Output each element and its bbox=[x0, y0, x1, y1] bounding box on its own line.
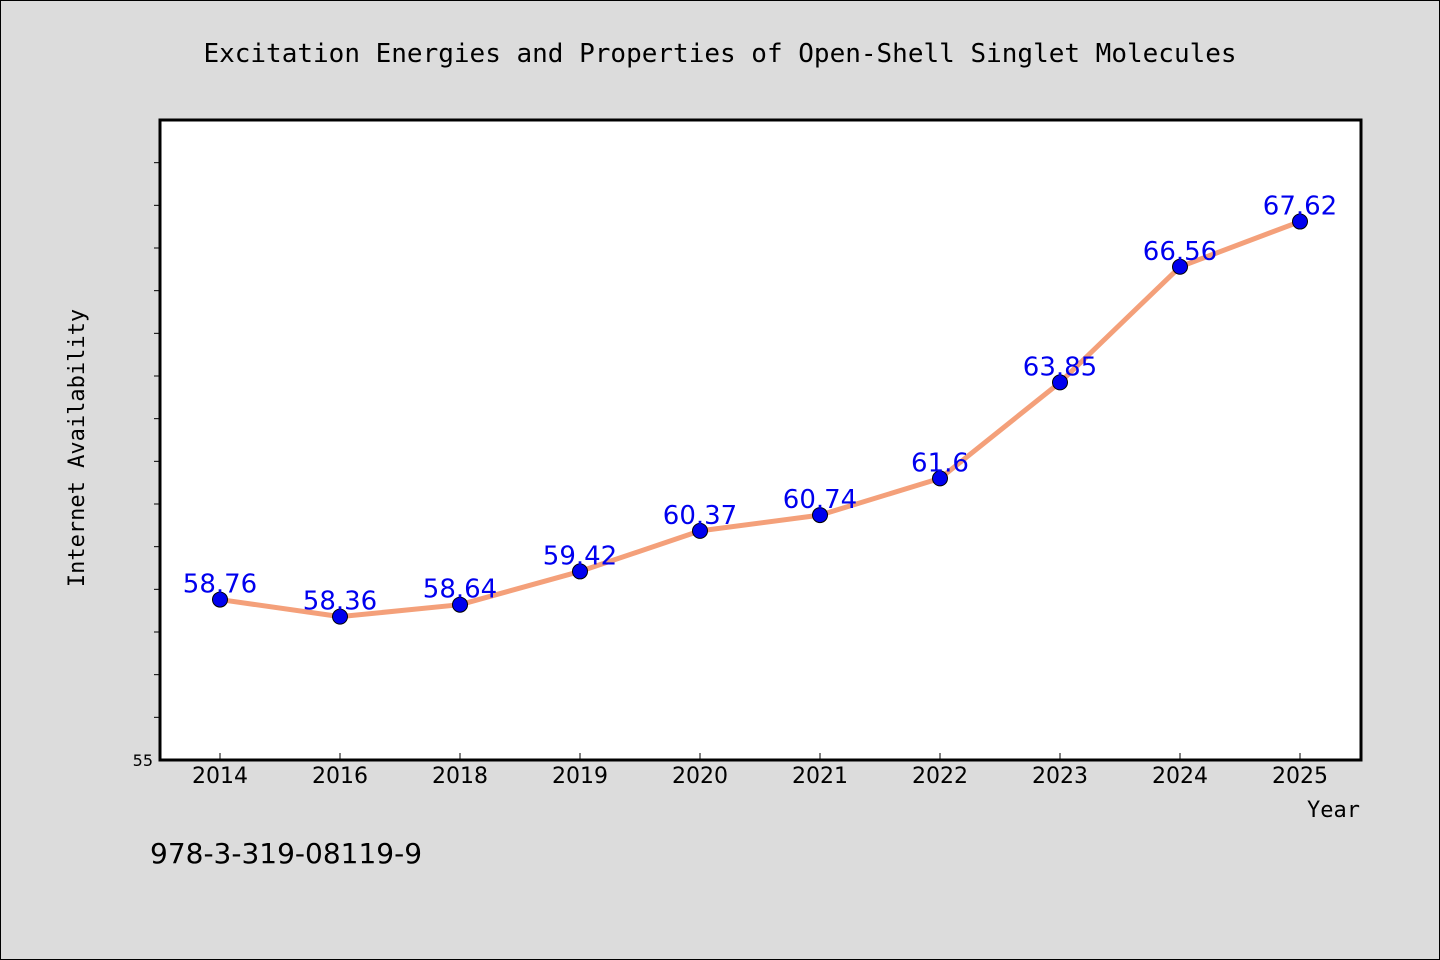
x-axis-label: Year bbox=[1307, 798, 1360, 823]
series-markers bbox=[212, 213, 1308, 625]
data-point bbox=[812, 507, 828, 524]
y-axis-label: Internet Availability bbox=[65, 309, 90, 587]
data-point bbox=[332, 608, 348, 625]
x-tick-label: 2018 bbox=[432, 764, 488, 789]
series-data-labels: 58.76 58.36 58.64 59.42 60.37 60.74 61.6 63.85 6… bbox=[183, 192, 1337, 617]
data-point bbox=[452, 596, 468, 613]
plot-area bbox=[158, 118, 1363, 762]
x-tick-label: 2023 bbox=[1032, 764, 1088, 789]
data-point bbox=[1052, 374, 1068, 391]
x-tick-label: 2016 bbox=[312, 764, 368, 789]
x-tick-label: 2024 bbox=[1152, 764, 1208, 789]
data-label: 60.37 bbox=[663, 501, 737, 531]
x-axis-tick-labels: 2014 2016 2018 2019 2020 2021 2022 2023 2024 2025 bbox=[192, 764, 1328, 789]
data-label: 60.74 bbox=[783, 485, 857, 515]
x-tick-label: 2022 bbox=[912, 764, 968, 789]
data-label: 58.36 bbox=[303, 587, 377, 617]
series-line bbox=[217, 219, 1303, 620]
data-label: 59.42 bbox=[543, 541, 617, 571]
footer-isbn: 978-3-319-08119-9 bbox=[150, 837, 422, 870]
y-axis-min-label: 55 bbox=[133, 751, 153, 770]
x-tick-label: 2021 bbox=[792, 764, 848, 789]
data-label: 58.64 bbox=[423, 575, 497, 605]
x-tick-label: 2025 bbox=[1272, 764, 1328, 789]
data-label: 61.6 bbox=[911, 448, 969, 478]
chart-title: Excitation Energies and Properties of Op… bbox=[203, 39, 1236, 69]
x-tick-label: 2020 bbox=[672, 764, 728, 789]
data-label: 67.62 bbox=[1263, 192, 1337, 222]
data-point bbox=[212, 591, 228, 608]
x-tick-label: 2019 bbox=[552, 764, 608, 789]
data-label: 66.56 bbox=[1143, 237, 1217, 267]
data-point bbox=[692, 522, 708, 539]
data-point bbox=[572, 563, 588, 580]
data-point bbox=[932, 470, 948, 487]
data-point bbox=[1172, 258, 1188, 275]
data-label: 63.85 bbox=[1023, 352, 1097, 382]
x-axis-ticks bbox=[219, 753, 1301, 760]
data-point bbox=[1292, 213, 1308, 230]
data-label: 58.76 bbox=[183, 570, 257, 600]
y-axis-ticks bbox=[154, 162, 160, 718]
x-tick-label: 2014 bbox=[192, 764, 248, 789]
